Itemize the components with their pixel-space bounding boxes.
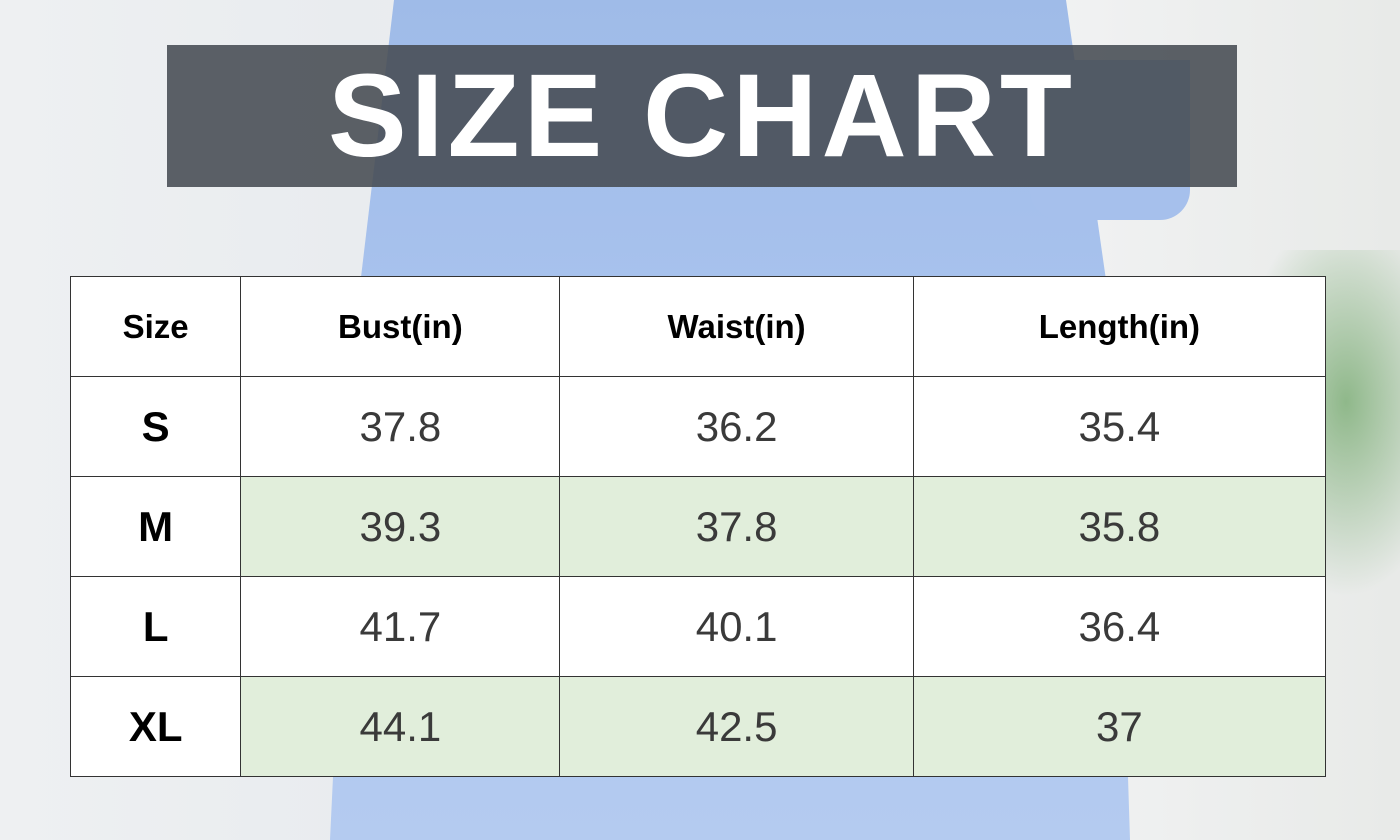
length-cell: 36.4 [912,576,1327,677]
header-row: Size Bust(in) Waist(in) Length(in) [69,276,1327,377]
header-length: Length(in) [912,276,1327,377]
waist-cell: 36.2 [559,376,914,477]
table-row: M 39.3 37.8 35.8 [69,476,1327,577]
waist-cell: 42.5 [559,676,914,777]
length-cell: 35.4 [912,376,1327,477]
bust-cell: 41.7 [240,576,561,677]
length-cell: 35.8 [912,476,1327,577]
table-row: XL 44.1 42.5 37 [69,676,1327,777]
size-chart-table: Size Bust(in) Waist(in) Length(in) S 37.… [69,276,1327,777]
table-row: S 37.8 36.2 35.4 [69,376,1327,477]
size-cell: XL [69,676,242,777]
size-cell: S [69,376,242,477]
title-banner: SIZE CHART [167,45,1237,187]
waist-cell: 40.1 [559,576,914,677]
waist-cell: 37.8 [559,476,914,577]
bust-cell: 44.1 [240,676,561,777]
header-size: Size [69,276,242,377]
header-waist: Waist(in) [559,276,914,377]
header-bust: Bust(in) [240,276,561,377]
table-row: L 41.7 40.1 36.4 [69,576,1327,677]
page-title: SIZE CHART [328,50,1076,182]
bust-cell: 37.8 [240,376,561,477]
length-cell: 37 [912,676,1327,777]
bust-cell: 39.3 [240,476,561,577]
size-cell: M [69,476,242,577]
size-cell: L [69,576,242,677]
